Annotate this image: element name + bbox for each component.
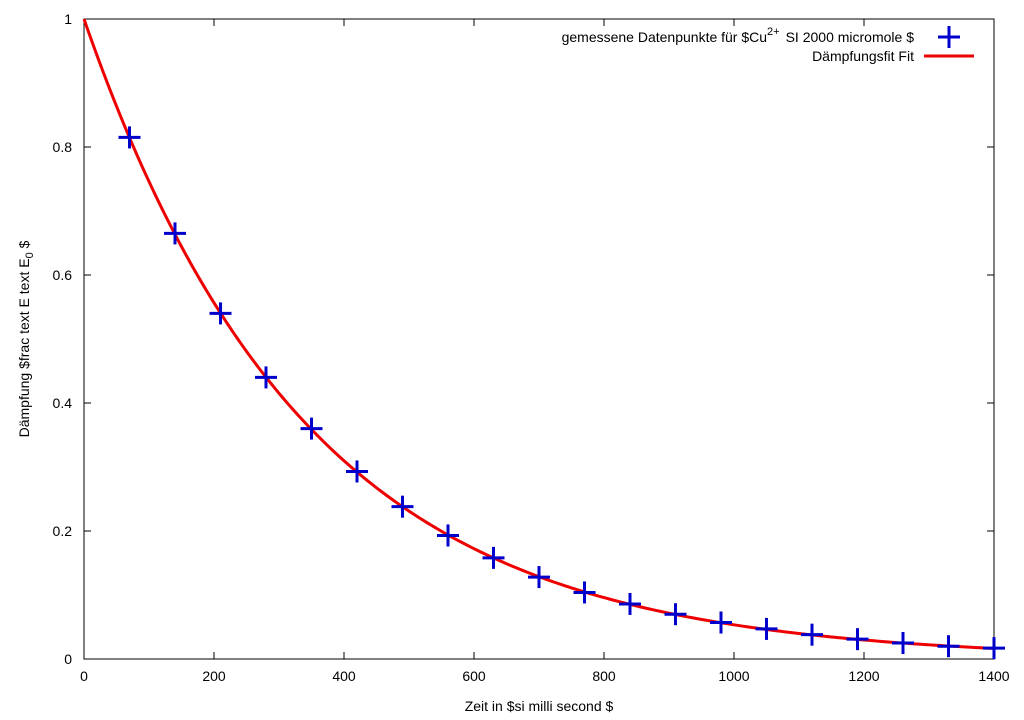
x-tick-label: 0 xyxy=(80,668,88,684)
data-point xyxy=(528,566,550,589)
ticks: 0 200 400 600 800 1000 1200 1400 0 0.2 0.4 0.6 0.8 1 xyxy=(53,11,1010,684)
x-tick-label: 1000 xyxy=(718,668,749,684)
legend: gemessene Datenpunkte für $Cu2+ SI 2000 m… xyxy=(562,26,974,64)
x-tick-label: 200 xyxy=(202,668,226,684)
points-layer xyxy=(118,126,1005,660)
x-tick-label: 1400 xyxy=(978,668,1009,684)
fit-curve xyxy=(82,18,995,650)
y-tick-label: 0.2 xyxy=(53,523,73,539)
y-tick-label: 0 xyxy=(64,651,72,667)
data-point xyxy=(619,592,641,615)
data-point xyxy=(164,222,186,245)
data-point xyxy=(846,628,869,651)
y-axis-label-main: Dämpfung $frac text E text E xyxy=(16,258,32,437)
legend-label-measured-sup: 2+ xyxy=(767,26,780,38)
data-point xyxy=(983,637,1005,660)
data-point xyxy=(937,635,960,658)
data-point xyxy=(801,623,823,646)
data-point xyxy=(482,546,505,569)
data-point xyxy=(300,417,323,440)
fit-layer xyxy=(82,18,995,650)
x-tick-label: 400 xyxy=(332,668,356,684)
y-tick-label: 1 xyxy=(64,11,72,27)
data-point xyxy=(209,302,232,325)
y-tick-label: 0.4 xyxy=(53,395,73,411)
legend-label-measured-main: gemessene Datenpunkte für $Cu xyxy=(562,29,767,45)
data-point xyxy=(437,524,459,547)
data-point xyxy=(391,495,414,518)
data-point xyxy=(118,126,141,149)
x-axis-label: Zeit in $si milli second $ xyxy=(465,698,614,714)
y-axis-label: Dämpfung $frac text E text E0 $ xyxy=(16,240,36,437)
data-point xyxy=(573,581,596,604)
y-tick-label: 0.8 xyxy=(53,139,73,155)
data-point xyxy=(755,617,778,640)
x-tick-label: 800 xyxy=(592,668,616,684)
y-tick-label: 0.6 xyxy=(53,267,73,283)
x-tick-label: 600 xyxy=(462,668,486,684)
legend-label-measured: gemessene Datenpunkte für $Cu2+ SI 2000 m… xyxy=(562,26,915,45)
data-point xyxy=(255,366,277,389)
x-tick-label: 1200 xyxy=(848,668,879,684)
y-axis-label-sub: 0 xyxy=(24,252,36,258)
data-point xyxy=(710,611,732,634)
data-point xyxy=(664,603,687,626)
y-axis-label-end: $ xyxy=(16,240,32,252)
plot-frame xyxy=(83,18,995,660)
data-point xyxy=(892,632,914,654)
legend-label-fit: Dämpfungsfit Fit xyxy=(812,48,914,64)
legend-marker-measured xyxy=(938,26,960,48)
legend-label-measured-rest: SI 2000 micromole $ xyxy=(786,29,915,45)
axes xyxy=(83,18,995,660)
data-point xyxy=(346,460,368,483)
